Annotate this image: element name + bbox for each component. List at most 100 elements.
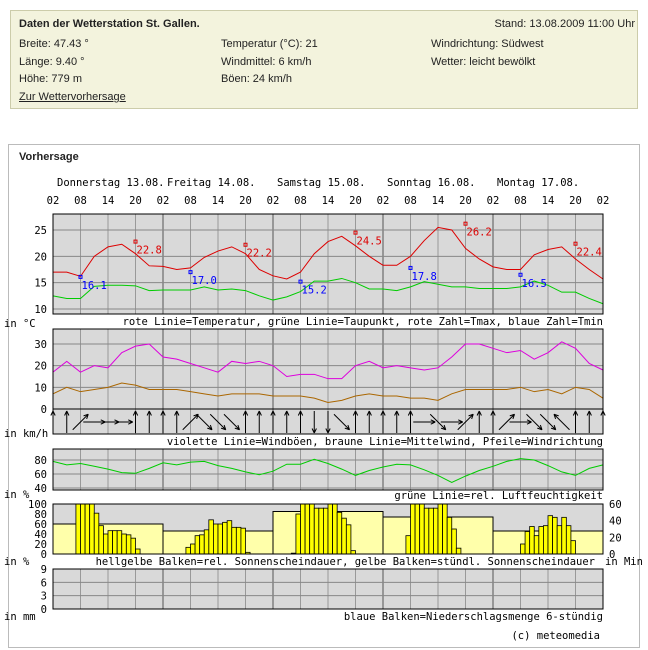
hourly-sunshine-bar	[520, 543, 526, 555]
forecast-panel: Vorhersage	[8, 144, 640, 648]
hourly-sunshine-bar	[203, 529, 210, 555]
sunshine-left-tick-label: 0	[41, 549, 47, 561]
wind-direction: Windrichtung: Südwest	[431, 38, 544, 50]
hourly-sunshine-bar	[341, 517, 347, 555]
tmin-label: 16.1	[82, 280, 107, 292]
hour-tick-label: 02	[267, 195, 280, 207]
day-label: Sonntag 16.08.	[387, 177, 476, 189]
precipitation-tick-label: 6	[41, 577, 47, 589]
wind-direction-arrow	[539, 413, 557, 431]
hourly-sunshine-bar	[442, 503, 448, 555]
humidity-tick-label: 40	[34, 483, 47, 495]
wind-direction-arrow	[490, 410, 496, 433]
wind-direction-arrow	[270, 410, 276, 433]
hour-tick-label: 02	[157, 195, 170, 207]
hour-tick-label: 02	[47, 195, 60, 207]
sunshine-legend: hellgelbe Balken=rel. Sonnenscheindauer,…	[96, 556, 595, 568]
wind-direction-arrow	[352, 410, 359, 433]
wind-tick-label: 10	[34, 382, 47, 394]
wind-tick-label: 0	[41, 404, 47, 416]
precipitation-tick-label: 0	[41, 604, 47, 616]
sunshine-right-tick-label: 60	[609, 499, 622, 511]
hourly-sunshine-bar	[336, 511, 343, 555]
tmin-label: 17.0	[192, 275, 217, 287]
hourly-sunshine-bar	[561, 516, 567, 555]
wind-direction-arrow	[380, 410, 386, 433]
hourly-sunshine-bar	[112, 530, 118, 555]
tmax-label: 22.2	[247, 248, 272, 260]
hourly-sunshine-bar	[410, 503, 416, 555]
humidity-line	[52, 458, 604, 483]
hour-tick-label: 14	[432, 195, 445, 207]
wind-direction-arrow	[110, 419, 133, 425]
hour-tick-label: 02	[487, 195, 500, 207]
hourly-sunshine-bar	[75, 503, 81, 555]
tmax-marker	[243, 242, 248, 247]
sunshine-unit-right: in Min	[605, 556, 643, 568]
panel-border	[52, 503, 604, 555]
hourly-sunshine-bar	[125, 534, 132, 555]
hourly-sunshine-bar	[332, 503, 338, 555]
hourly-sunshine-bar	[433, 507, 439, 555]
hourly-sunshine-bar	[107, 530, 113, 555]
hour-tick-label: 20	[239, 195, 252, 207]
hourly-sunshine-bar	[524, 531, 531, 555]
sunshine-left-tick-label: 40	[34, 529, 47, 541]
forecast-link[interactable]: Zur Wettervorhersage	[19, 91, 126, 103]
panel-border	[52, 328, 604, 435]
sunshine-unit-left: in %	[4, 556, 30, 568]
wind-direction-arrow	[553, 413, 570, 431]
wind-direction-arrow	[586, 410, 592, 433]
sunshine-left-tick-label: 20	[34, 539, 47, 551]
tmin-marker	[298, 279, 303, 284]
hourly-sunshine-bar	[222, 521, 228, 555]
gust-line	[52, 341, 604, 380]
hourly-sunshine-bar	[103, 533, 109, 555]
precipitation-unit: in mm	[4, 611, 36, 623]
tmax-marker	[463, 221, 468, 226]
tmin-marker	[408, 265, 413, 270]
wind-direction-arrow	[146, 410, 152, 433]
hourly-sunshine-bar	[231, 526, 237, 555]
hour-tick-label: 20	[569, 195, 582, 207]
tmin-label: 16.5	[522, 278, 547, 290]
wind-direction-arrow	[174, 410, 180, 433]
temperature: Temperatur (°C): 21	[221, 38, 318, 50]
hourly-sunshine-bar	[240, 527, 246, 555]
tmax-marker	[573, 241, 578, 246]
hour-tick-label: 08	[74, 195, 87, 207]
day-label: Montag 17.08.	[497, 177, 579, 189]
wind-direction-arrow	[256, 410, 262, 433]
hour-tick-label: 14	[212, 195, 225, 207]
hour-tick-label: 02	[377, 195, 390, 207]
temperature-tick-label: 25	[34, 225, 47, 237]
hourly-sunshine-bar	[318, 507, 324, 555]
day-label: Donnerstag 13.08.	[57, 177, 164, 189]
temperature-legend: rote Linie=Temperatur, grüne Linie=Taupu…	[123, 316, 603, 328]
sunshine-right-tick-label: 40	[609, 516, 622, 528]
wind-direction-arrow	[297, 410, 304, 433]
wind-direction-arrow	[72, 413, 89, 431]
sunshine-right-tick-label: 0	[609, 549, 615, 561]
hourly-sunshine-bar	[217, 523, 223, 555]
hourly-sunshine-bar	[213, 523, 219, 555]
wind-direction-arrow	[476, 410, 482, 433]
panel-border	[52, 448, 604, 491]
hourly-sunshine-bar	[345, 524, 352, 555]
gusts: Böen: 24 km/h	[221, 73, 292, 85]
precipitation-tick-label: 9	[41, 564, 47, 576]
hourly-sunshine-bar	[552, 516, 558, 555]
wind-direction-arrow	[284, 410, 290, 433]
hourly-sunshine-bar	[226, 520, 233, 555]
copyright: (c) meteomedia	[511, 630, 600, 642]
hourly-sunshine-bar	[556, 525, 563, 555]
humidity-legend: grüne Linie=rel. Luftfeuchtigkeit	[394, 490, 603, 502]
wind-legend: violette Linie=Windböen, braune Linie=Mi…	[167, 436, 603, 448]
wind-direction-arrow	[509, 419, 532, 425]
hourly-sunshine-bar	[98, 525, 104, 555]
wind-direction-arrow	[429, 413, 447, 431]
hourly-sunshine-bar	[121, 533, 127, 555]
forecast-title: Vorhersage	[19, 151, 79, 163]
hourly-sunshine-bar	[437, 503, 443, 555]
hourly-sunshine-bar	[300, 503, 306, 555]
